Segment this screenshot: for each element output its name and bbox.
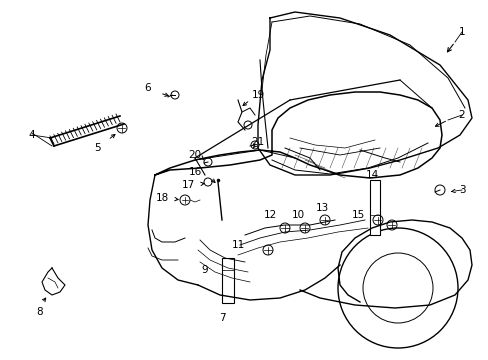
- Text: 10: 10: [291, 210, 304, 220]
- Text: 14: 14: [365, 170, 378, 180]
- Text: 1: 1: [458, 27, 465, 37]
- Text: 5: 5: [95, 143, 101, 153]
- Text: 6: 6: [144, 83, 151, 93]
- Text: 18: 18: [155, 193, 168, 203]
- Text: 13: 13: [315, 203, 328, 213]
- Text: 20: 20: [188, 150, 201, 160]
- Text: 9: 9: [201, 265, 208, 275]
- Text: 21: 21: [251, 137, 264, 147]
- Text: 4: 4: [29, 130, 35, 140]
- Bar: [222, 258, 234, 303]
- Text: 15: 15: [351, 210, 364, 220]
- Text: 2: 2: [458, 110, 465, 120]
- Text: 11: 11: [231, 240, 244, 250]
- Bar: [369, 180, 379, 235]
- Text: 7: 7: [218, 313, 225, 323]
- Text: 8: 8: [37, 307, 43, 317]
- Text: 19: 19: [251, 90, 264, 100]
- Text: 12: 12: [263, 210, 276, 220]
- Text: 17: 17: [181, 180, 194, 190]
- Text: 16: 16: [188, 167, 201, 177]
- Text: 3: 3: [458, 185, 465, 195]
